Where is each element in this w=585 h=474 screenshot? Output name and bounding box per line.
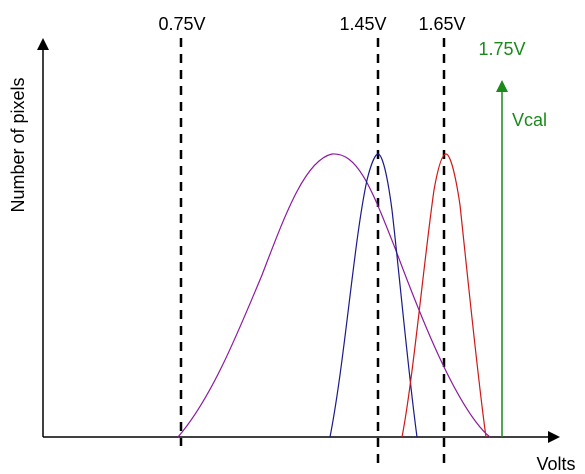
threshold-label-1.45v: 1.45V [339,14,386,34]
vcal-value-label: 1.75V [478,39,525,59]
tuned-distribution-curve-blue [329,153,418,438]
tuned-distribution-curve-red [401,153,487,438]
x-axis-label: Volts [536,454,575,474]
vcal-name-label: Vcal [512,110,547,130]
threshold-label-1.65v: 1.65V [418,14,465,34]
threshold-label-0.75v: 0.75V [158,14,205,34]
y-axis-label: Number of pixels [8,77,28,212]
broad-distribution-curve [177,153,491,438]
